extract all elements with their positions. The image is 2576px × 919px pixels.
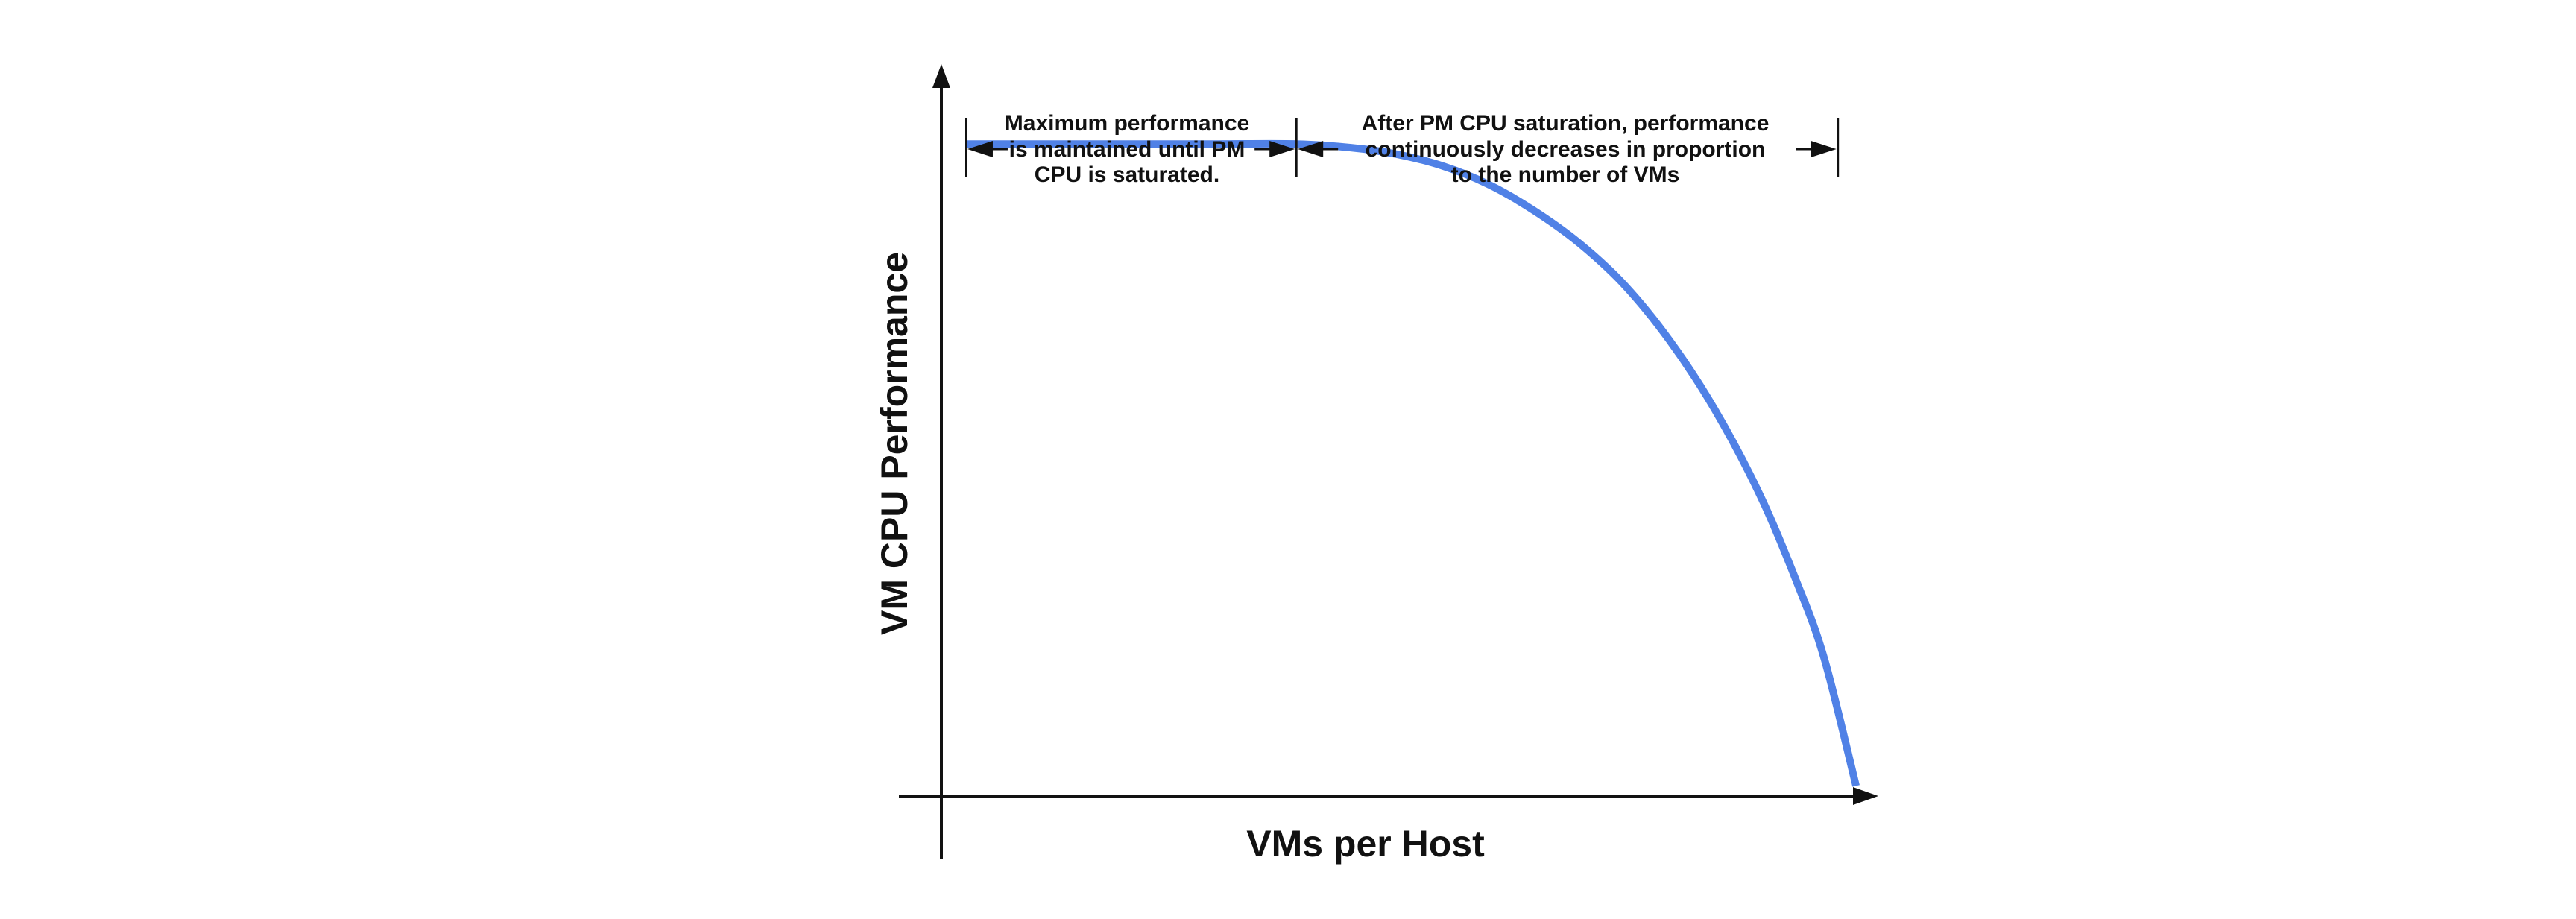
annotation-line: to the number of VMs [1451,162,1680,187]
annotations [965,118,1840,177]
annotation-line: CPU is saturated. [1035,162,1219,187]
arrow-right-icon [1269,141,1295,157]
series-line [965,139,1860,787]
annotation-line: Maximum performance [1005,111,1249,136]
y-axis-title: VM CPU Performance [874,252,915,635]
arrow-left-icon [1298,141,1324,157]
arrow-left-icon [967,141,993,157]
arrow-right-icon [1811,141,1837,157]
annotation-after-saturation: After PM CPU saturation, performance con… [1362,111,1770,187]
annotation-line: is maintained until PM [1009,137,1246,162]
annotation-max-performance: Maximum performance is maintained until … [1005,111,1249,187]
x-axis-title: VMs per Host [1246,823,1485,865]
annotation-line: After PM CPU saturation, performance [1362,111,1770,136]
y-axis-arrow-icon [932,64,950,88]
annotation-line: continuously decreases in proportion [1366,137,1766,162]
x-axis-arrow-icon [1853,787,1878,805]
